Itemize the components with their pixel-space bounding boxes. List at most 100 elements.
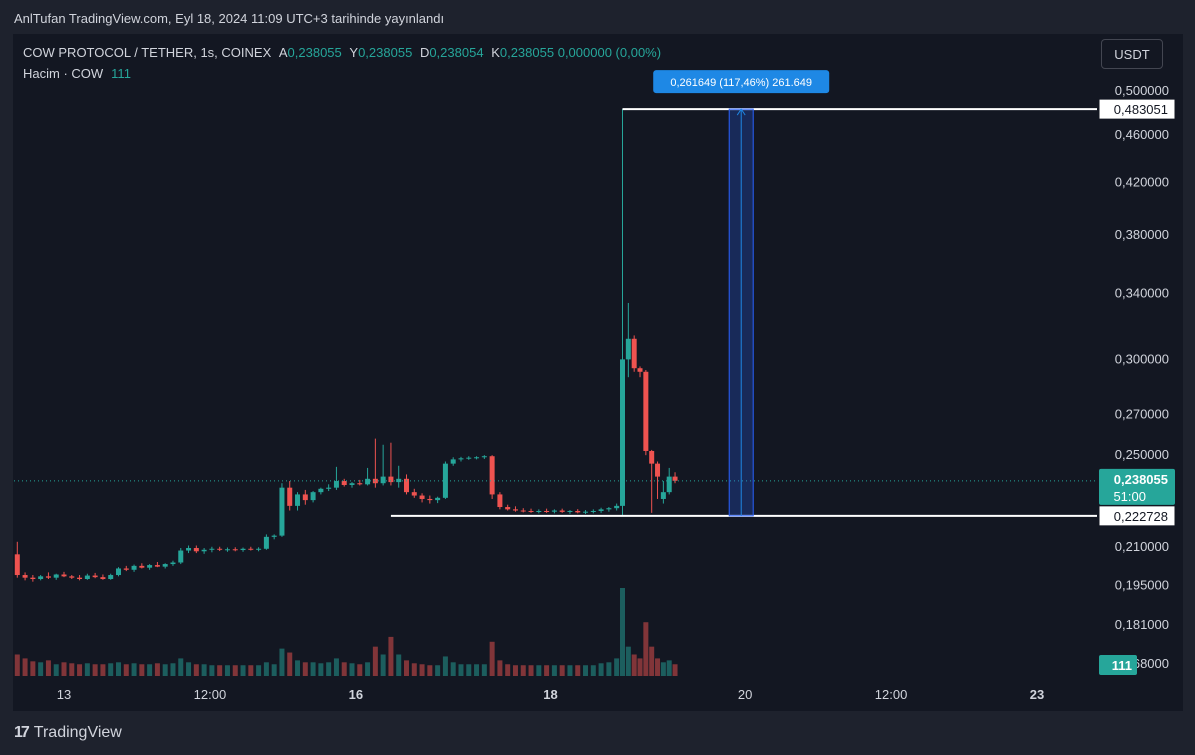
volume-bar	[583, 665, 589, 676]
candle-body	[528, 510, 534, 512]
candle-body	[427, 498, 433, 501]
low-level-badge: 0,222728	[1098, 505, 1176, 527]
candle-body	[497, 494, 503, 508]
measure-arrow-icon	[736, 108, 746, 116]
volume-bar	[224, 665, 230, 676]
candle-body	[583, 511, 589, 513]
candle-body	[614, 505, 620, 509]
volume-bar	[528, 665, 534, 676]
price-tick-label: 0,181000	[1115, 617, 1169, 632]
price-tick-label: 0,250000	[1115, 447, 1169, 462]
high-key: Y	[349, 45, 359, 60]
candle-body	[590, 510, 596, 512]
volume-bar	[411, 663, 417, 676]
volume-bar	[672, 664, 678, 676]
candle-body	[263, 536, 269, 549]
candle-body	[302, 494, 308, 501]
volume-bar	[100, 664, 106, 676]
candle-body	[84, 575, 90, 580]
volume-bar	[544, 665, 550, 676]
candle-body	[643, 371, 649, 451]
change-value: 0,000000 (0,00%)	[557, 45, 662, 60]
candle-body	[186, 548, 192, 551]
candle-body	[536, 510, 542, 512]
symbol-label[interactable]: COW PROTOCOL / TETHER, 1s, COINEX	[23, 45, 272, 60]
candle-body	[512, 509, 518, 511]
currency-button[interactable]: USDT	[1101, 39, 1163, 69]
candle-body	[131, 565, 137, 570]
measure-label-bg	[653, 70, 830, 94]
candle-body	[660, 492, 666, 499]
volume-bar	[575, 665, 581, 676]
volume-bar	[442, 656, 448, 676]
candle-body	[53, 574, 59, 578]
price-badge-text: 0,222728	[1114, 509, 1168, 524]
volume-bar	[92, 664, 98, 676]
chart-panel[interactable]	[13, 34, 1183, 711]
time-tick-label: 18	[543, 687, 557, 702]
price-tick-label: 0,300000	[1115, 351, 1169, 366]
volume-bar	[84, 663, 90, 676]
volume-bar	[598, 663, 604, 676]
time-tick-label: 13	[57, 687, 71, 702]
time-tick-label: 20	[738, 687, 752, 702]
volume-bar	[625, 646, 631, 676]
candle-body	[287, 487, 293, 506]
candle-body	[411, 492, 417, 496]
low-key: D	[419, 45, 430, 60]
volume-bar	[349, 663, 355, 676]
volume-bar	[186, 662, 192, 676]
volume-bar	[193, 664, 199, 676]
volume-bar	[287, 652, 293, 676]
volume-bar	[53, 664, 59, 676]
price-tick-label: 0,195000	[1115, 578, 1169, 593]
candle-body	[637, 368, 643, 372]
price-tick-label: 0,340000	[1115, 286, 1169, 301]
volume-bar	[14, 654, 20, 676]
volume-bar	[403, 660, 409, 676]
volume-bar	[372, 646, 378, 676]
volume-bar	[520, 665, 526, 676]
volume-bar	[69, 663, 75, 676]
price-tick-label: 0,210000	[1115, 539, 1169, 554]
candle-body	[193, 548, 199, 552]
current-price-badge-bg	[1099, 468, 1175, 505]
candle-body	[419, 495, 425, 499]
candle-body	[170, 562, 176, 565]
volume-bar	[489, 641, 495, 676]
candle-body	[92, 575, 98, 578]
volume-bar	[666, 660, 672, 676]
volume-legend[interactable]: Hacim · COW 111	[23, 66, 131, 81]
volume-bar	[631, 654, 637, 676]
candle-body	[458, 458, 464, 460]
candle-body	[349, 483, 355, 485]
candle-body	[248, 548, 254, 550]
candle-body	[672, 476, 678, 481]
publish-info: AnlTufan TradingView.com, Eyl 18, 2024 1…	[14, 11, 445, 26]
candle-body	[631, 338, 637, 369]
candle-body	[295, 494, 301, 506]
tradingview-logo[interactable]: 17 TradingView	[14, 724, 122, 742]
price-tick-label: 0,380000	[1115, 227, 1169, 242]
volume-bar	[61, 662, 67, 676]
current-price-badge: 0,238055 51:00	[1099, 468, 1175, 505]
candle-body	[318, 488, 324, 493]
candle-body	[77, 577, 83, 580]
volume-bar	[435, 665, 441, 676]
volume-bar	[427, 665, 433, 676]
candle-body	[22, 575, 28, 578]
high-level-badge: 0,483051	[1098, 98, 1176, 120]
volume-bar	[655, 658, 661, 676]
volume-bar	[590, 665, 596, 676]
candle-body	[544, 510, 550, 512]
candle-body	[598, 509, 604, 511]
volume-bar	[512, 665, 518, 676]
volume-bar	[22, 658, 28, 676]
publish-bar: AnlTufan TradingView.com, Eyl 18, 2024 1…	[0, 0, 1195, 38]
countdown-text: 51:00	[1113, 489, 1146, 504]
candle-body	[209, 548, 215, 550]
low-value: 0,238054	[429, 45, 484, 60]
candle-body	[271, 535, 277, 537]
candle-body	[30, 577, 36, 580]
